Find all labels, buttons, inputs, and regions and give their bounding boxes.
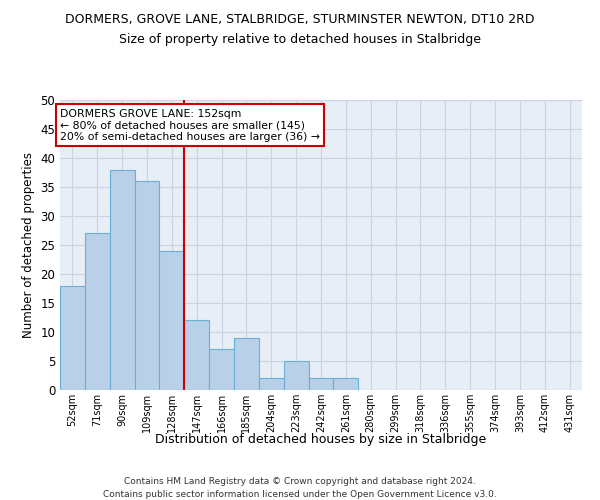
Bar: [284, 361, 308, 390]
Text: Size of property relative to detached houses in Stalbridge: Size of property relative to detached ho…: [119, 32, 481, 46]
Bar: [308, 378, 334, 390]
Text: Contains HM Land Registry data © Crown copyright and database right 2024.: Contains HM Land Registry data © Crown c…: [124, 478, 476, 486]
Text: DORMERS, GROVE LANE, STALBRIDGE, STURMINSTER NEWTON, DT10 2RD: DORMERS, GROVE LANE, STALBRIDGE, STURMIN…: [65, 12, 535, 26]
Bar: [259, 378, 284, 390]
Bar: [184, 320, 209, 390]
Bar: [334, 378, 358, 390]
Y-axis label: Number of detached properties: Number of detached properties: [22, 152, 35, 338]
Text: Contains public sector information licensed under the Open Government Licence v3: Contains public sector information licen…: [103, 490, 497, 499]
Bar: [160, 251, 184, 390]
Text: DORMERS GROVE LANE: 152sqm
← 80% of detached houses are smaller (145)
20% of sem: DORMERS GROVE LANE: 152sqm ← 80% of deta…: [60, 108, 320, 142]
Text: Distribution of detached houses by size in Stalbridge: Distribution of detached houses by size …: [155, 432, 487, 446]
Bar: [60, 286, 85, 390]
Bar: [85, 234, 110, 390]
Bar: [234, 338, 259, 390]
Bar: [110, 170, 134, 390]
Bar: [209, 350, 234, 390]
Bar: [134, 181, 160, 390]
